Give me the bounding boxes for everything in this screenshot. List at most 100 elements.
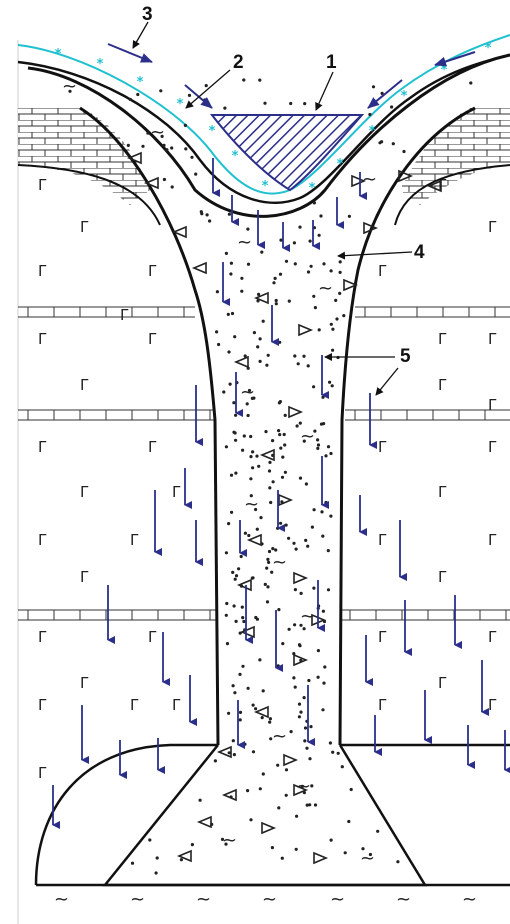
pipe-dot <box>331 751 334 754</box>
pipe-dot <box>294 686 297 689</box>
pipe-dot <box>170 146 173 149</box>
pipe-dot <box>318 234 321 237</box>
breccia-fragment <box>236 357 248 367</box>
pipe-dot <box>180 858 183 861</box>
pipe-dot <box>188 94 191 97</box>
pipe-dot <box>194 173 197 176</box>
pipe-dot <box>199 799 202 802</box>
pipe-dot <box>392 142 395 145</box>
pipe-dot <box>165 148 168 151</box>
volcanic-rock-symbol: Г <box>488 531 497 549</box>
volcanic-rock-symbol: Г <box>120 306 129 324</box>
pipe-dot <box>335 317 338 320</box>
pipe-dot <box>341 765 344 768</box>
pipe-dot <box>309 240 312 243</box>
volcanic-rock-symbol: Г <box>488 218 497 236</box>
pipe-dot <box>249 455 252 458</box>
pipe-dot <box>329 515 332 518</box>
pipe-dot <box>312 385 315 388</box>
clay-symbol: ~ <box>300 606 315 627</box>
breccia-fragment <box>249 535 261 545</box>
pipe-dot <box>148 838 151 841</box>
pipe-dot <box>311 526 314 529</box>
volcanic-rock-symbol: Г <box>38 438 47 456</box>
soil-symbol: * <box>97 57 104 72</box>
pipe-dot <box>215 330 218 333</box>
label-5: 5 <box>400 346 411 367</box>
pipe-dot <box>259 516 262 519</box>
pipe-dot <box>184 147 187 150</box>
pipe-dot <box>240 555 243 558</box>
pipe-dot <box>297 362 300 365</box>
breccia-fragment <box>256 707 268 717</box>
pipe-dot <box>275 299 278 302</box>
pipe-dot <box>264 583 267 586</box>
pipe-dot <box>136 93 139 96</box>
volcanic-rock-symbol: Г <box>80 218 89 236</box>
pipe-dot <box>268 486 271 489</box>
pipe-dot <box>284 414 287 417</box>
pipe-dot <box>277 608 280 611</box>
volcanic-rock-symbol: Г <box>80 568 89 586</box>
pipe-dot <box>263 102 266 105</box>
pipe-dot <box>237 567 240 570</box>
pipe-dot <box>171 185 174 188</box>
pipe-dot <box>271 547 274 550</box>
pipe-dot <box>251 466 254 469</box>
pipe-dot <box>292 676 295 679</box>
pipe-dot <box>239 711 242 714</box>
pipe-dot <box>256 618 259 621</box>
pipe-dot <box>259 337 262 340</box>
pipe-dot <box>313 508 316 511</box>
pipe-dot <box>278 433 281 436</box>
pipe-dot <box>235 620 238 623</box>
pipe-dot <box>222 390 225 393</box>
pipe-dot <box>206 213 209 216</box>
volcanic-rock-symbol: Г <box>38 764 47 782</box>
clay-symbol: ~ <box>222 830 237 851</box>
pipe-dot <box>241 665 244 668</box>
pipe-dot <box>306 545 309 548</box>
pipe-dot <box>190 156 193 159</box>
bedding-lines <box>18 307 510 620</box>
pipe-dot <box>257 293 260 296</box>
pipe-dot <box>205 84 208 87</box>
pipe-dot <box>262 772 265 775</box>
volcanic-rock-symbols: ГГГ ГГ ГГГ ГГ ГГ ГГГ ГГГ ГГГГГГ ГГГ ГГГ ГГГ ГГГ ГГГГ <box>38 176 497 782</box>
pipe-dot <box>227 350 230 353</box>
soil-symbol: * <box>369 124 376 139</box>
label-4: 4 <box>414 242 425 263</box>
pipe-dot <box>267 354 270 357</box>
pipe-dot <box>234 414 237 417</box>
pipe-dot <box>278 401 281 404</box>
pipe-dot <box>307 364 310 367</box>
pipe-dot <box>249 435 252 438</box>
volcanic-rock-symbol: Г <box>148 438 157 456</box>
volcanic-rock-symbol: Г <box>38 176 47 194</box>
volcanic-rock-symbol: Г <box>438 330 447 348</box>
pipe-dot <box>279 447 282 450</box>
pipe-dot <box>331 384 334 387</box>
pipe-dot <box>256 345 259 348</box>
pipe-dot <box>290 730 293 733</box>
pipe-dot <box>324 501 327 504</box>
pipe-dot <box>247 414 250 417</box>
breccia-fragment <box>239 580 251 590</box>
volcanic-rock-symbol: Г <box>438 674 447 692</box>
pipe-dot <box>156 856 159 859</box>
volcanic-rock-symbol: Г <box>38 628 47 646</box>
pipe-dot <box>241 616 244 619</box>
pipe-dot <box>272 480 275 483</box>
pipe-dot <box>322 262 325 265</box>
pipe-dot <box>231 312 234 315</box>
pipe-dot <box>312 295 315 298</box>
pipe-dot <box>299 711 302 714</box>
pipe-dot <box>327 549 330 552</box>
pipe-dot <box>285 260 288 263</box>
pipe-dot <box>247 687 250 690</box>
volcanic-rock-symbol: Г <box>438 568 447 586</box>
pipe-dot <box>305 747 308 750</box>
pipe-dot <box>339 260 342 263</box>
pipe-dot <box>240 290 243 293</box>
pipe-dot <box>247 534 250 537</box>
